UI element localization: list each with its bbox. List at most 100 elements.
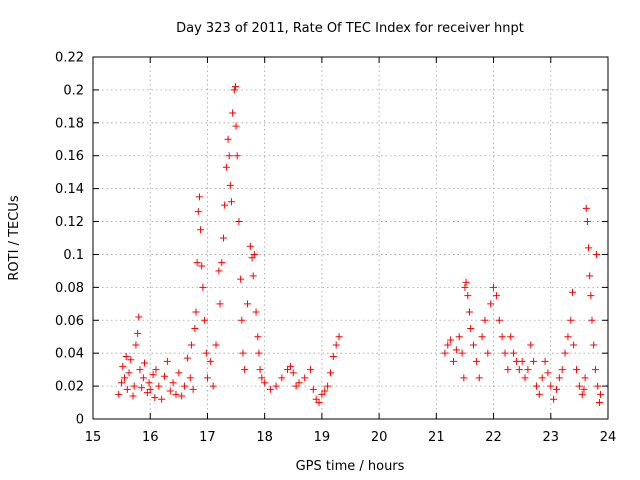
data-point <box>594 382 602 390</box>
data-point <box>441 349 449 357</box>
data-point <box>183 354 191 362</box>
data-point <box>191 325 199 332</box>
data-point <box>172 390 180 398</box>
data-point <box>187 341 195 349</box>
data-point <box>225 152 233 160</box>
data-point <box>515 366 523 374</box>
data-point <box>130 382 138 390</box>
data-point <box>132 341 140 349</box>
data-point <box>530 357 538 365</box>
y-tick-label: 0.16 <box>55 149 84 164</box>
y-tick-labels: 0 0.02 0.04 0.06 0.08 0.1 0.12 0.14 0.16 0.18 0.2 0… <box>55 51 84 428</box>
y-tick-label: 0.06 <box>55 314 84 329</box>
data-point <box>332 341 340 349</box>
data-point <box>235 218 243 226</box>
data-point <box>122 352 130 360</box>
data-point <box>151 394 159 402</box>
data-point <box>597 390 605 398</box>
data-point <box>550 395 558 403</box>
data-point <box>472 357 480 365</box>
data-point <box>595 399 603 407</box>
data-point <box>475 374 483 382</box>
data-point <box>527 341 535 349</box>
data-point <box>189 385 197 393</box>
data-point <box>221 201 229 209</box>
data-points <box>115 83 605 407</box>
data-point <box>588 316 596 324</box>
data-point <box>134 329 142 337</box>
data-point <box>186 374 194 382</box>
data-point <box>249 272 257 280</box>
data-point <box>295 379 303 387</box>
data-point <box>139 374 147 382</box>
data-point <box>587 292 595 300</box>
data-point <box>149 371 157 379</box>
data-point <box>315 399 323 407</box>
data-point <box>286 362 294 370</box>
data-point <box>181 382 189 390</box>
y-tick-label: 0 <box>76 413 84 428</box>
x-tick-label: 24 <box>600 430 617 445</box>
y-tick-label: 0.14 <box>55 182 84 197</box>
data-point <box>239 349 247 357</box>
data-point <box>155 382 163 390</box>
data-point <box>532 382 540 390</box>
x-tick-label: 21 <box>428 430 445 445</box>
data-point <box>292 382 300 390</box>
data-point <box>312 395 320 403</box>
data-point <box>464 292 472 300</box>
data-point <box>246 242 254 250</box>
data-point <box>163 357 171 365</box>
y-tick-label: 0.18 <box>55 116 84 131</box>
data-point <box>178 392 186 400</box>
data-point <box>224 135 232 143</box>
data-point <box>461 283 469 291</box>
y-axis-label: ROTI / TECUs <box>7 195 22 280</box>
axis-ticks <box>92 56 609 420</box>
data-point <box>306 366 314 374</box>
data-point <box>538 374 546 382</box>
data-point <box>553 385 560 393</box>
data-point <box>504 366 512 374</box>
data-point <box>229 109 237 117</box>
data-point <box>467 325 475 332</box>
data-point <box>219 234 227 242</box>
y-tick-label: 0.22 <box>55 51 84 66</box>
data-point <box>575 382 583 390</box>
x-tick-label: 15 <box>85 430 102 445</box>
data-point <box>254 333 262 341</box>
data-point <box>252 308 260 316</box>
x-tick-label: 16 <box>142 430 159 445</box>
data-point <box>521 374 529 382</box>
data-point <box>169 379 177 387</box>
y-tick-label: 0.1 <box>63 248 84 263</box>
x-axis-label: GPS time / hours <box>296 459 405 474</box>
x-tick-label: 23 <box>543 430 560 445</box>
data-point <box>216 300 224 308</box>
data-point <box>129 392 137 400</box>
data-point <box>544 369 552 377</box>
x-tick-label: 20 <box>371 430 388 445</box>
y-tick-label: 0.02 <box>55 380 84 395</box>
data-point <box>585 244 593 252</box>
data-point <box>198 262 206 270</box>
data-point <box>458 349 466 357</box>
data-point <box>261 379 269 387</box>
data-point <box>226 181 234 189</box>
data-point <box>450 357 457 365</box>
data-point <box>120 374 128 382</box>
data-point <box>593 250 601 258</box>
data-point <box>255 349 263 357</box>
data-point <box>591 366 599 374</box>
data-point <box>237 275 245 283</box>
data-point <box>318 390 326 398</box>
data-point <box>547 382 555 390</box>
data-point <box>444 341 452 349</box>
data-point <box>197 226 205 234</box>
data-point <box>452 346 460 354</box>
x-tick-labels: 15 16 17 18 19 20 21 22 23 24 <box>85 430 617 445</box>
data-point <box>145 379 153 387</box>
data-point <box>581 374 589 382</box>
data-point <box>567 316 575 324</box>
